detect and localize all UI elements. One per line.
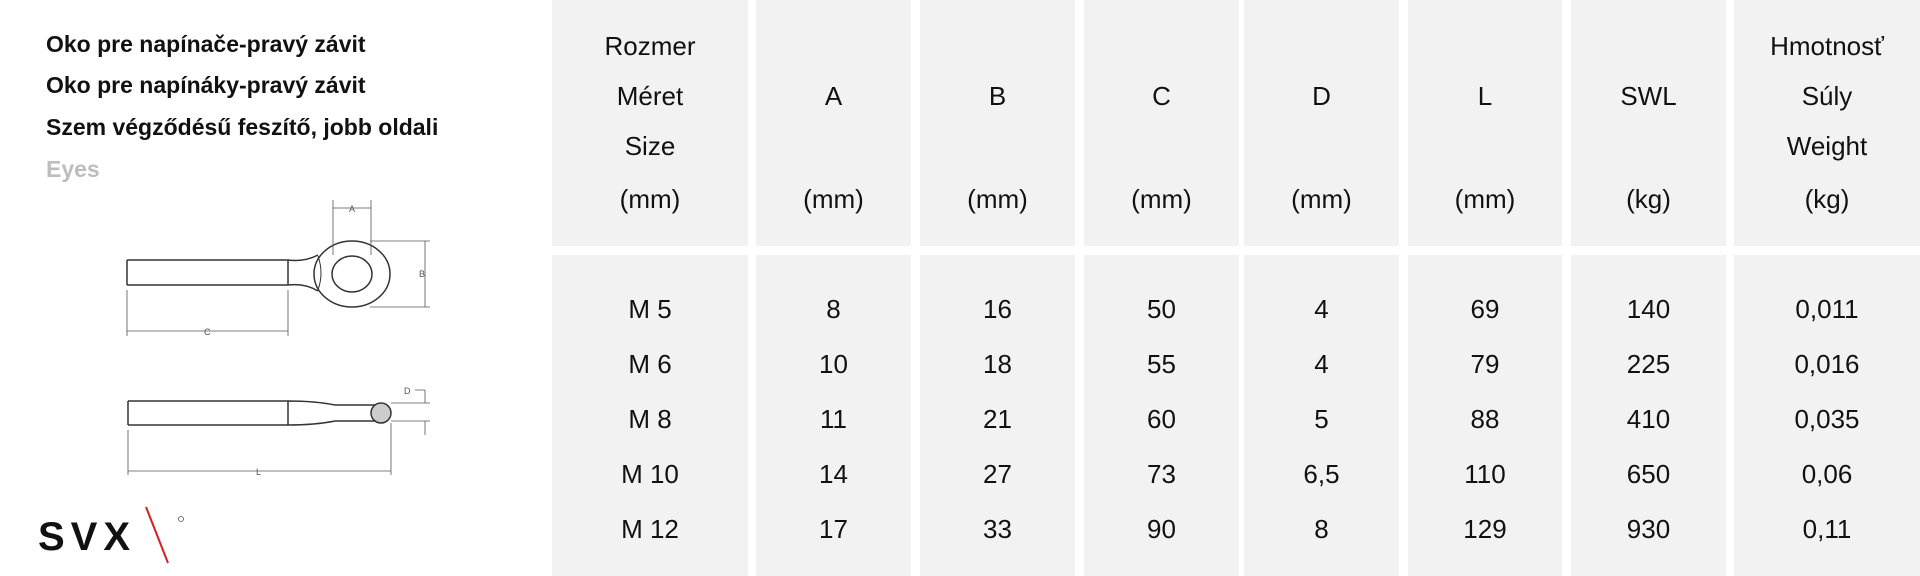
table-cell: 18 [983,349,1012,379]
table-cell: 79 [1470,349,1500,379]
table-cell: 60 [1147,404,1176,434]
dim-label-a: A [349,204,355,214]
column-body: 50 55 60 73 90 [1084,255,1239,576]
svx-logo: SVX [38,506,184,564]
dim-label-c: C [204,327,211,337]
table-cell: 55 [1147,349,1176,379]
column-header-line: (mm) [1131,184,1192,214]
column-header-line: Rozmer [604,31,696,61]
title-sk-1: Oko pre napínače-pravý závit [46,31,366,57]
table-cell: 930 [1626,514,1671,544]
column-header: D (mm) [1244,0,1399,246]
table-cell: 8 [826,294,841,324]
column-header-line: Size [624,131,676,161]
column-header-line: (kg) [1626,184,1671,214]
table-cell: 27 [983,459,1012,489]
column-header: Rozmer Méret Size (mm) [552,0,748,246]
dim-label-d: D [404,386,411,396]
column-header-line: L [1477,81,1493,111]
title-en: Eyes [46,156,100,182]
column-header-line: (mm) [967,184,1028,214]
table-cell: 33 [983,514,1012,544]
column-header: C (mm) [1084,0,1239,246]
column-header-line: D [1312,81,1331,111]
table-cell: 8 [1314,514,1329,544]
table-cell: 410 [1626,404,1671,434]
column-header-line: (mm) [619,184,681,214]
column-header-line: Méret [616,81,684,111]
table-cell: 140 [1626,294,1671,324]
svg-text:SVX: SVX [38,515,136,559]
table-cell: 69 [1470,294,1500,324]
column-body: 16 18 21 27 33 [920,255,1075,576]
column-header: L (mm) [1408,0,1562,246]
table-cell: 17 [819,514,848,544]
column-header-line: (mm) [1454,184,1516,214]
table-cell: 0,06 [1801,459,1853,489]
eye-bolt-technical-drawing: A B C D L [126,200,430,477]
column-header-line: C [1152,81,1171,111]
column-header-line: Weight [1786,131,1868,161]
table-cell: 5 [1314,404,1329,434]
table-cell: 0,011 [1795,294,1859,324]
table-cell: M 6 [628,349,672,379]
table-cell: 0,035 [1794,404,1860,434]
table-cell: M 5 [628,294,672,324]
table-cell: 14 [819,459,848,489]
column-header-line: Hmotnosť [1770,31,1884,61]
dim-label-l: L [256,467,261,477]
table-cell: M 12 [621,514,679,544]
column-header-line: (mm) [803,184,864,214]
table-cell: 4 [1314,294,1329,324]
column-header: SWL (kg) [1571,0,1726,246]
eye-bolt-top-view: D L [127,386,430,477]
column-body: 8 10 11 14 17 [756,255,911,576]
eye-bolt-side-view: A B C [126,200,430,337]
table-cell: 73 [1147,459,1176,489]
table-cell: 6,5 [1303,459,1340,489]
table-cell: M 8 [628,404,672,434]
table-cell: 0,016 [1794,349,1860,379]
table-cell: 129 [1463,514,1507,544]
column-header-line: B [988,81,1007,111]
column-header: B (mm) [920,0,1075,246]
title-hu: Szem végződésű feszítő, jobb oldali [46,114,439,140]
column-body: M 5 M 6 M 8 M 10 M 12 [552,255,748,576]
table-cell: 90 [1147,514,1176,544]
column-header: A (mm) [756,0,911,246]
column-body: 4 4 5 6,5 8 [1244,255,1399,576]
column-body: 0,011 0,016 0,035 0,06 0,11 [1734,255,1920,576]
table-cell: 110 [1464,459,1506,489]
column-body: 140 225 410 650 930 [1571,255,1726,576]
table-cell: 650 [1626,459,1671,489]
table-cell: 4 [1314,349,1329,379]
column-header: Hmotnosť Súly Weight (kg) [1734,0,1920,246]
column-header-line: SWL [1620,81,1677,111]
column-header-line: (kg) [1804,184,1850,214]
table-cell: 0,11 [1802,514,1852,544]
table-cell: 16 [983,294,1012,324]
column-header-line: Súly [1801,81,1853,111]
table-cell: 50 [1147,294,1176,324]
column-header-line: A [824,81,843,111]
column-header-line: (mm) [1291,184,1352,214]
dim-label-b: B [419,269,425,279]
table-cell: M 10 [621,459,679,489]
title-cz: Oko pre napínáky-pravý závit [46,72,366,98]
table-cell: 21 [983,404,1012,434]
column-body: 69 79 88 110 129 [1408,255,1562,576]
table-cell: 11 [820,404,847,434]
table-cell: 225 [1626,349,1671,379]
table-cell: 88 [1470,404,1500,434]
table-cell: 10 [819,349,848,379]
